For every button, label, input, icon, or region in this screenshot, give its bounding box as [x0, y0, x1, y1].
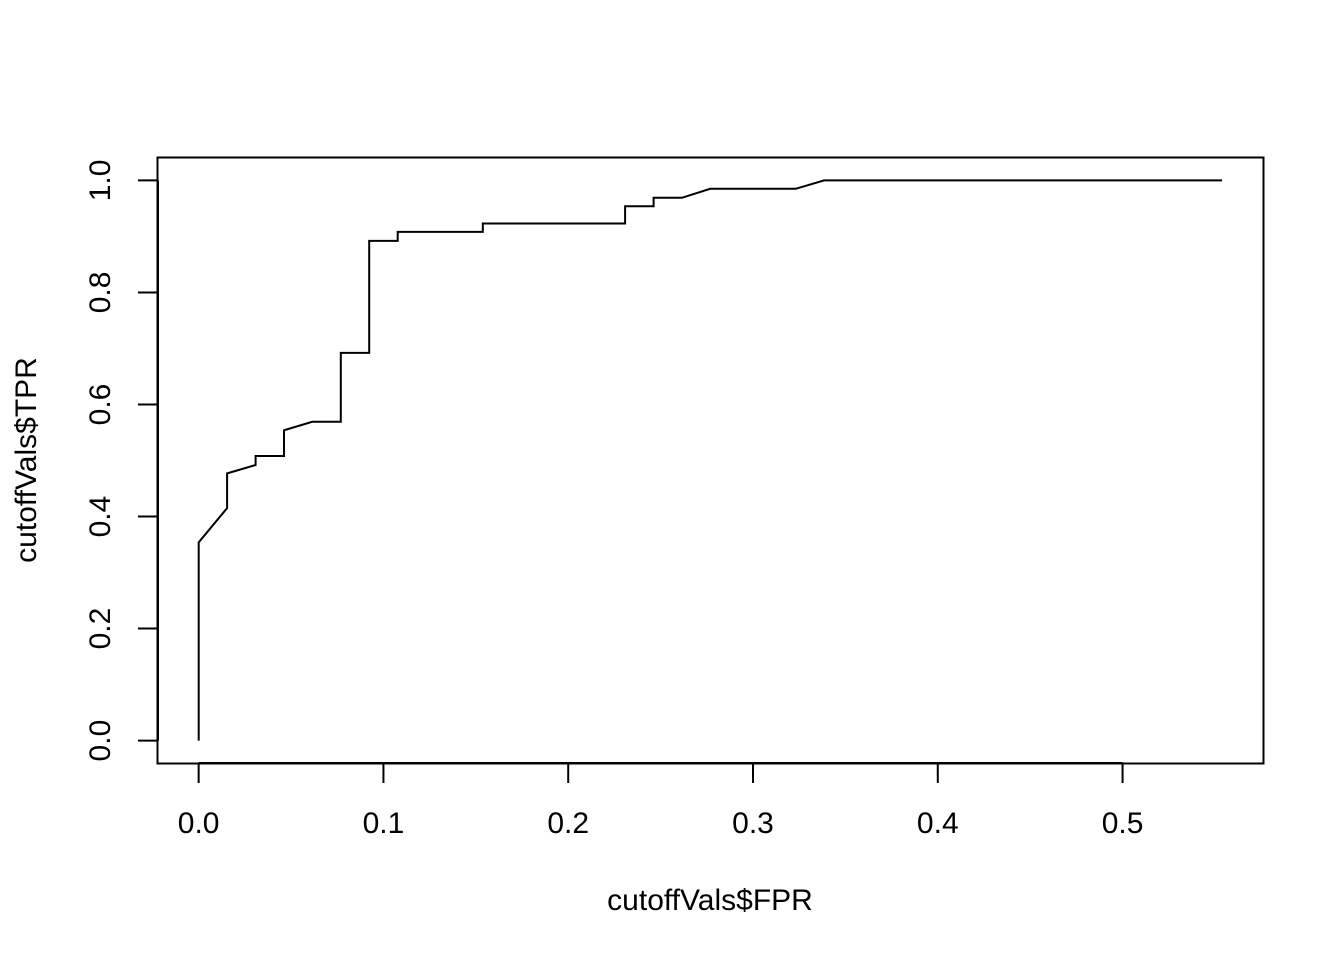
x-tick-label: 0.4 — [917, 807, 959, 840]
roc-curve-line — [197, 179, 1222, 741]
x-axis: 0.0 0.1 0.2 0.3 0.4 0.5 — [178, 762, 1144, 840]
plot-frame — [156, 156, 1265, 765]
x-tick-label: 0.0 — [178, 807, 220, 840]
y-tick-label: 0.8 — [84, 272, 117, 314]
x-tick-label: 0.1 — [363, 807, 405, 840]
x-axis-label: cutoffVals$FPR — [607, 884, 813, 917]
y-axis-label: cutoffVals$TPR — [10, 357, 43, 563]
y-tick-label: 0.0 — [84, 720, 117, 762]
x-tick-label: 0.3 — [732, 807, 774, 840]
y-tick-label: 0.4 — [84, 496, 117, 538]
x-tick-label: 0.5 — [1102, 807, 1144, 840]
y-tick-label: 1.0 — [84, 160, 117, 202]
y-axis: 0.0 0.2 0.4 0.6 0.8 1.0 — [84, 160, 159, 762]
y-tick-label: 0.6 — [84, 384, 117, 426]
y-tick-label: 0.2 — [84, 608, 117, 650]
x-tick-label: 0.2 — [547, 807, 589, 840]
